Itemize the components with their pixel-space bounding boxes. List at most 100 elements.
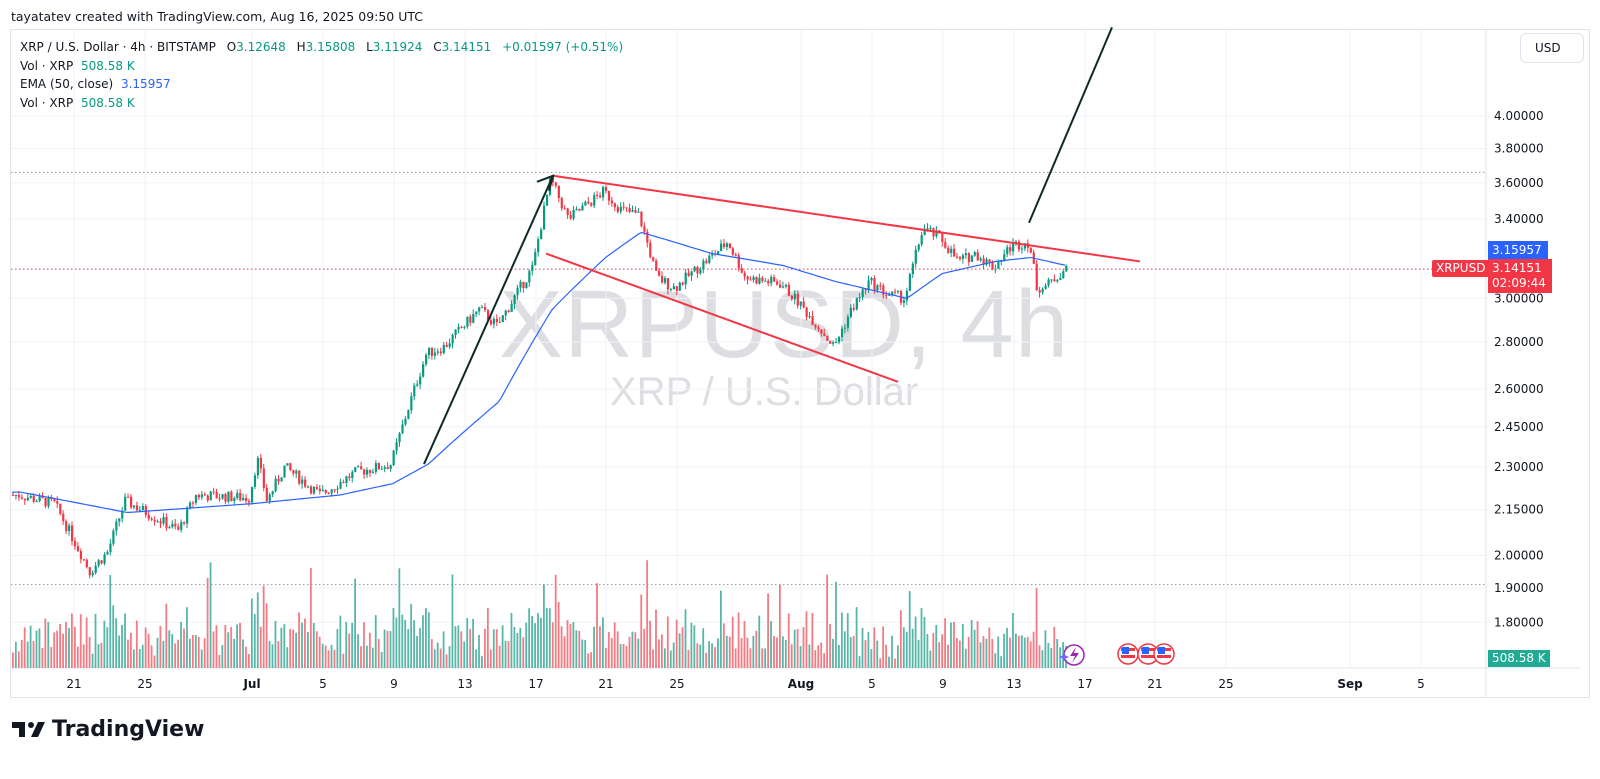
candle-up [1056, 279, 1059, 282]
volume-bar [578, 630, 581, 668]
volume-bar [522, 637, 525, 668]
candle-down [599, 195, 602, 198]
candle-down [239, 492, 242, 501]
candle-down [649, 242, 652, 258]
volume-bar [507, 641, 510, 668]
candle-down [248, 500, 251, 503]
legend-volume-value: 508.58 K [81, 58, 135, 73]
volume-bar [545, 608, 548, 668]
time-axis-label: Sep [1337, 677, 1363, 691]
candle-up [410, 396, 413, 411]
volume-bar [153, 655, 156, 668]
candle-up [171, 523, 174, 528]
volume-bar [534, 623, 536, 668]
volume-bar [457, 625, 460, 668]
candle-up [436, 351, 439, 353]
volume-bar [430, 639, 433, 668]
volume-bar [705, 652, 708, 668]
volume-bar [383, 629, 386, 668]
candle-up [964, 253, 968, 256]
candle-down [823, 333, 826, 337]
candle-down [218, 498, 221, 500]
candle-up [961, 255, 965, 259]
candle-up [1015, 241, 1018, 243]
candle-down [941, 233, 944, 242]
volume-bar [720, 590, 722, 668]
volume-bar [239, 622, 241, 668]
volume-bar [451, 574, 454, 668]
chart-frame [10, 29, 1590, 698]
candle-down [430, 347, 434, 356]
candle-up [156, 521, 159, 523]
candle-down [165, 517, 168, 528]
volume-bar [666, 616, 669, 668]
candle-down [805, 307, 808, 317]
volume-bar [510, 612, 513, 668]
volume-bar [486, 607, 489, 668]
tradingview-logo[interactable]: TradingView [12, 717, 204, 742]
candle-down [507, 310, 510, 313]
candle-up [339, 481, 342, 489]
candle-up [663, 278, 667, 283]
volume-bar [699, 644, 702, 668]
candle-down [318, 488, 321, 491]
legend-volume-row-2[interactable]: Vol · XRP 508.58 K [20, 94, 623, 113]
candle-up [593, 194, 596, 206]
volume-bar [596, 583, 598, 668]
time-axis-label: 5 [868, 677, 876, 691]
volume-bar [65, 621, 67, 668]
volume-bar [439, 648, 442, 668]
chart-credit: tayatatev created with TradingView.com, … [11, 9, 424, 24]
candle-down [646, 231, 649, 243]
volume-bar [879, 658, 882, 668]
candle-up [672, 286, 675, 290]
volume-bar [197, 636, 200, 668]
volume-bar [130, 632, 132, 668]
candle-down [947, 247, 950, 253]
candle-up [693, 266, 696, 272]
volume-bar [236, 624, 238, 668]
candle-down [587, 201, 590, 204]
volume-bar [315, 631, 318, 668]
legend-ema-row[interactable]: EMA (50, close) 3.15957 [20, 75, 623, 94]
candle-down [363, 469, 366, 475]
currency-button[interactable]: USD [1520, 33, 1584, 63]
legend-volume-row[interactable]: Vol · XRP 508.58 K [20, 57, 623, 76]
volume-bar [124, 613, 126, 668]
candle-up [404, 418, 407, 425]
legend-change: +0.01597 (+0.51%) [502, 40, 624, 54]
price-axis-label: 2.30000 [1494, 460, 1544, 474]
volume-bar [230, 627, 233, 668]
time-axis-label: 5 [1417, 677, 1425, 691]
candle-down [864, 289, 867, 291]
volume-bar [1017, 635, 1020, 668]
volume-bar [814, 650, 817, 668]
candle-up [103, 554, 106, 564]
candle-down [460, 326, 463, 328]
candle-up [849, 307, 852, 317]
volume-bar [425, 608, 427, 668]
volume-bar [935, 625, 938, 668]
volume-bar [590, 652, 592, 668]
legend-symbol-row[interactable]: XRP / U.S. Dollar · 4h · BITSTAMP O3.126… [20, 38, 623, 57]
volume-bar [876, 640, 879, 668]
candle-up [784, 284, 788, 287]
volume-bar [312, 622, 315, 668]
candle-down [554, 182, 557, 186]
volume-bar [932, 632, 935, 668]
volume-bar [159, 625, 162, 668]
candle-up [840, 328, 844, 338]
candle-down [569, 215, 572, 219]
volume-bar [333, 649, 336, 668]
candle-up [448, 343, 451, 347]
volume-bar [640, 594, 643, 668]
candle-down [882, 285, 885, 295]
volume-bar [174, 643, 177, 668]
volume-bar [504, 640, 507, 668]
legend-low: 3.11924 [372, 40, 423, 54]
candle-up [354, 467, 357, 472]
volume-bar [501, 625, 504, 668]
ema-price-badge: 3.15957 [1488, 241, 1548, 259]
volume-bar [985, 638, 988, 668]
